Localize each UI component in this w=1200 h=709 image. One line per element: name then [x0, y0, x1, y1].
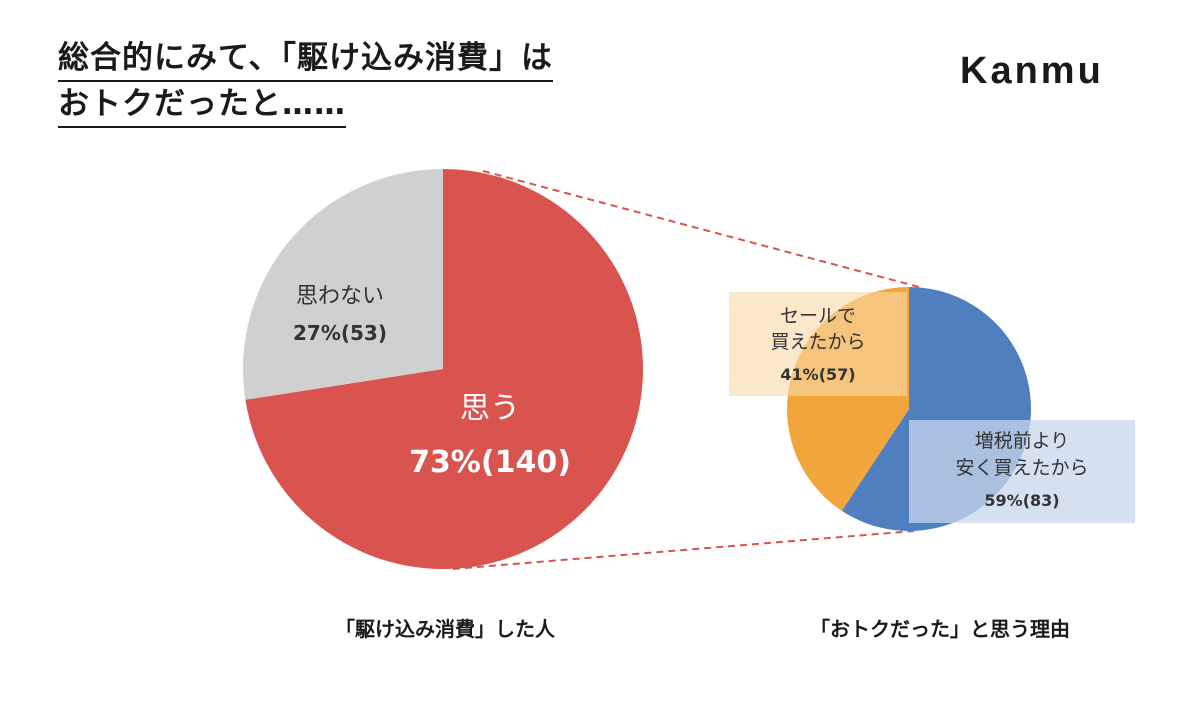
- connector-line-bottom: [452, 530, 915, 570]
- title-line-2: おトクだったと……: [58, 84, 346, 128]
- label-cheaper-line1: 増税前より: [975, 430, 1070, 452]
- label-omowanai: 思わない: [296, 284, 384, 309]
- label-box-cheaper-before-tax: [909, 420, 1135, 523]
- label-cheaper-line2: 安く買えたから: [955, 457, 1088, 479]
- pie-chart-right: セールで 買えたから 41%(57) 増税前より 安く買えたから 59%(83): [729, 287, 1135, 531]
- pie-slice-omowanai: [243, 169, 443, 400]
- connector-line-top: [482, 170, 920, 288]
- pie-chart-left: 思わない 27%(53) 思う 73%(140): [243, 169, 643, 569]
- label-sale-line1: セールで: [780, 305, 856, 327]
- label-box-sale: [729, 292, 907, 396]
- connector-lines: [452, 170, 920, 570]
- percent-omowanai: 27%(53): [293, 321, 387, 345]
- title-line-1: 総合的にみて、「駆け込み消費」は: [58, 38, 553, 82]
- kanmu-logo: Kanmu: [960, 50, 1104, 92]
- percent-omou: 73%(140): [409, 445, 571, 480]
- percent-sale: 41%(57): [780, 365, 855, 384]
- label-omou: 思う: [460, 391, 520, 426]
- label-sale-line2: 買えたから: [770, 331, 865, 353]
- caption-left-chart: 「駆け込み消費」した人: [335, 617, 555, 641]
- pie-slice-omou: [245, 169, 643, 569]
- percent-cheaper-before-tax: 59%(83): [984, 491, 1059, 510]
- caption-right-chart: 「おトクだった」と思う理由: [810, 617, 1070, 641]
